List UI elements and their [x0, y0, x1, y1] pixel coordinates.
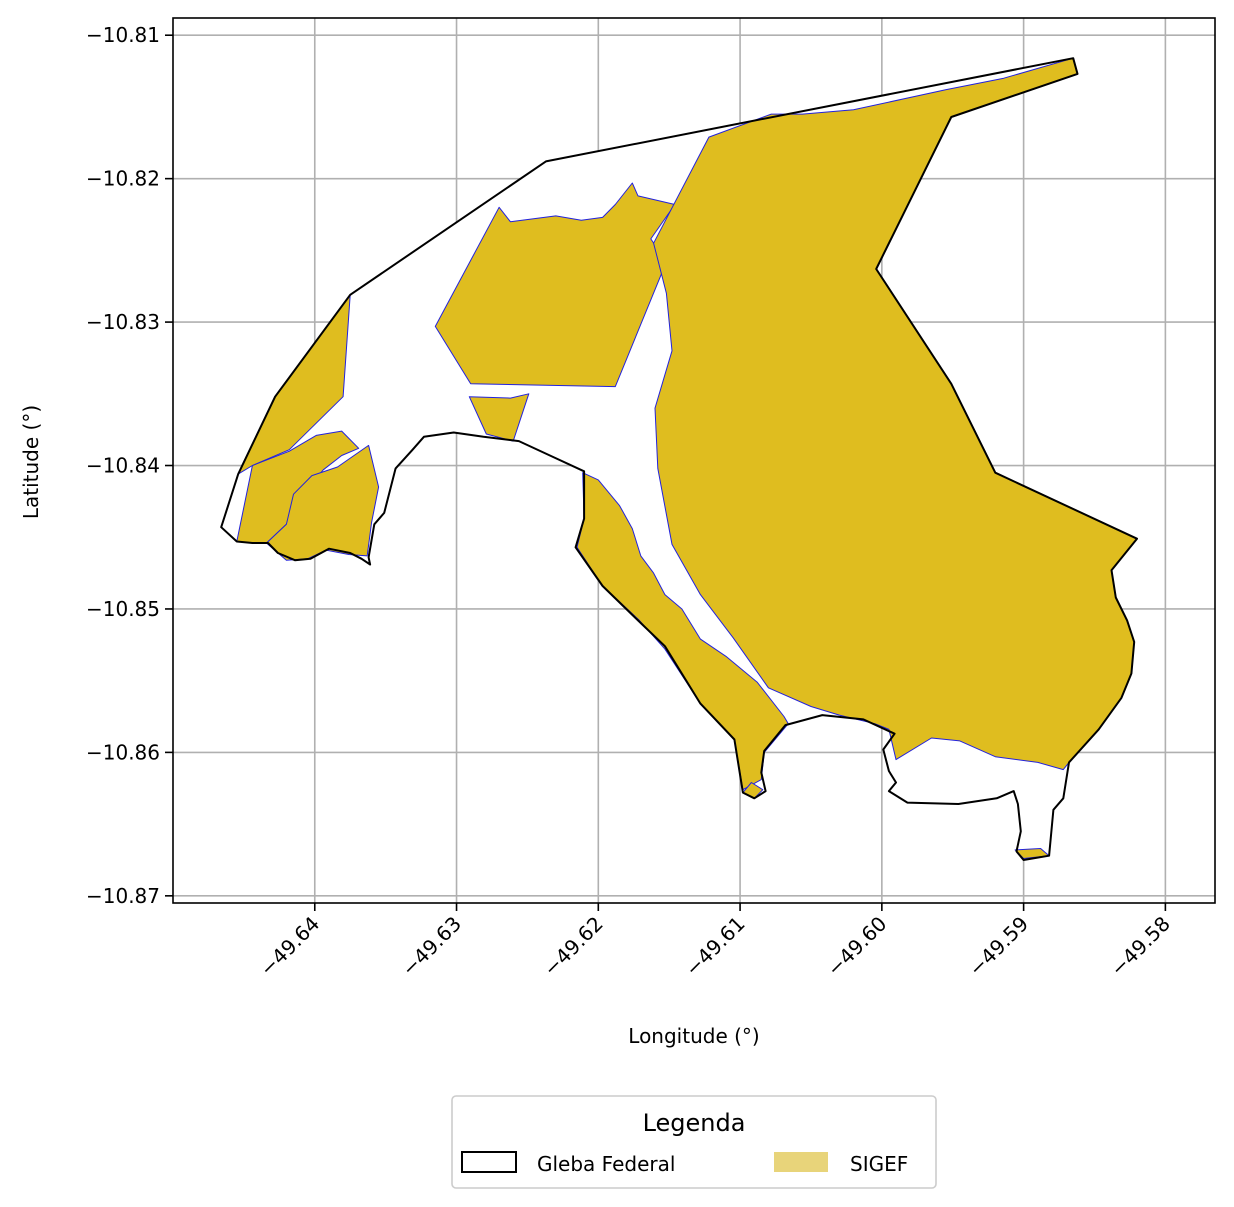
y-tick-label: −10.84 [86, 454, 160, 478]
legend: Legenda Gleba Federal SIGEF [451, 1095, 937, 1189]
y-tick-label: −10.83 [86, 310, 160, 334]
x-axis-label: Longitude (°) [628, 1024, 759, 1048]
x-tick-label: −49.59 [964, 912, 1033, 981]
y-axis-label: Latitude (°) [19, 405, 43, 519]
legend-title: Legenda [643, 1109, 746, 1137]
sigef-parcel [434, 182, 676, 388]
x-tick-label: −49.58 [1106, 912, 1175, 981]
y-tick-label: −10.86 [86, 740, 160, 764]
y-tick-label: −10.81 [86, 23, 160, 47]
legend-swatch-sigef [774, 1152, 828, 1172]
sigef-layer [236, 57, 1138, 859]
y-axis-ticks: −10.81 −10.82 −10.83 −10.84 −10.85 −10.86 −10.… [86, 23, 173, 908]
legend-label-gleba-federal: Gleba Federal [537, 1152, 675, 1176]
y-tick-label: −10.85 [86, 597, 160, 621]
x-tick-label: −49.64 [255, 912, 324, 981]
legend-label-sigef: SIGEF [850, 1152, 908, 1176]
x-tick-label: −49.63 [397, 912, 466, 981]
y-tick-label: −10.87 [86, 884, 160, 908]
y-tick-label: −10.82 [86, 167, 160, 191]
x-axis-ticks: −49.64 −49.63 −49.62 −49.61 −49.60 −49.59 −49.… [255, 903, 1175, 981]
x-tick-label: −49.61 [680, 912, 749, 981]
x-tick-label: −49.62 [539, 912, 608, 981]
sigef-parcel [468, 393, 530, 442]
x-tick-label: −49.60 [822, 912, 891, 981]
gleba-federal-polygon [220, 57, 1138, 861]
gleba-federal-outline [220, 57, 1138, 861]
plot-frame [172, 17, 1216, 904]
legend-swatch-gleba-federal [461, 1151, 517, 1173]
